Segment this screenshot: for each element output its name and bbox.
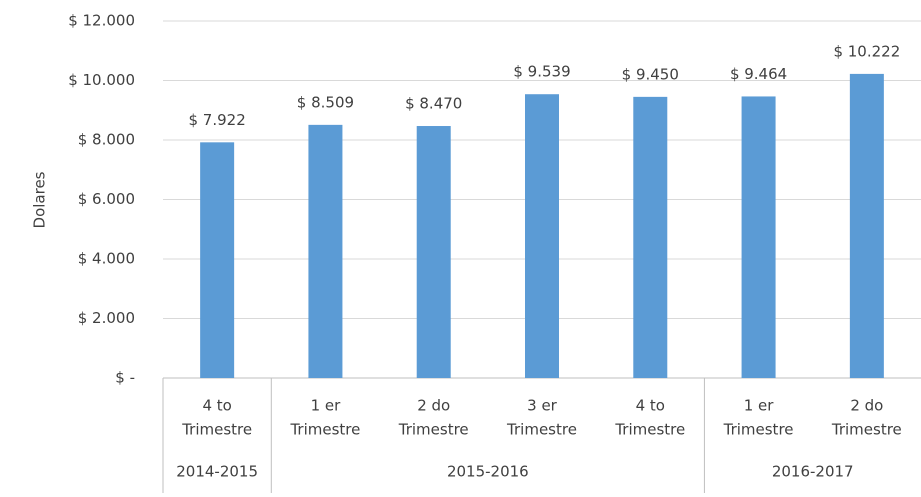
bar — [849, 73, 884, 378]
bar — [525, 94, 559, 378]
group-label: 2015-2016 — [447, 463, 529, 481]
y-tick-label: $ 12.000 — [68, 12, 135, 30]
x-tick-label: Trimestre — [398, 421, 469, 439]
x-tick-label: Trimestre — [289, 421, 360, 439]
value-label: $ 10.222 — [833, 42, 900, 60]
x-tick-label: 2 do — [417, 397, 450, 415]
bar — [200, 142, 235, 378]
value-label: $ 9.464 — [730, 65, 787, 83]
y-tick-label: $ 8.000 — [78, 131, 135, 149]
x-tick-label: Trimestre — [614, 421, 685, 439]
group-label: 2014-2015 — [176, 463, 258, 481]
value-label: $ 7.922 — [189, 111, 246, 129]
x-tick-label: 1 er — [744, 397, 775, 415]
x-tick-label: Trimestre — [506, 421, 577, 439]
value-label: $ 8.470 — [405, 95, 462, 113]
y-axis-label: Dolares — [31, 171, 49, 228]
y-tick-label: $ 10.000 — [68, 71, 135, 89]
y-tick-label: $ - — [115, 369, 135, 387]
value-label: $ 8.509 — [297, 93, 354, 111]
x-tick-label: 3 er — [527, 397, 558, 415]
bar — [308, 124, 343, 379]
x-tick-label: 4 to — [636, 397, 665, 415]
y-tick-label: $ 4.000 — [78, 250, 135, 268]
bar — [416, 126, 451, 378]
value-label: $ 9.539 — [513, 63, 570, 81]
x-tick-label: 4 to — [202, 397, 231, 415]
bar — [633, 96, 668, 379]
y-tick-label: $ 6.000 — [78, 190, 135, 208]
x-tick-label: Trimestre — [831, 421, 902, 439]
x-tick-label: 2 do — [850, 397, 883, 415]
x-tick-label: 1 er — [311, 397, 342, 415]
y-tick-label: $ 2.000 — [78, 309, 135, 327]
value-label: $ 9.450 — [622, 65, 679, 83]
x-tick-label: Trimestre — [723, 421, 794, 439]
bar — [741, 96, 776, 379]
group-label: 2016-2017 — [772, 463, 854, 481]
x-tick-label: Trimestre — [181, 421, 252, 439]
